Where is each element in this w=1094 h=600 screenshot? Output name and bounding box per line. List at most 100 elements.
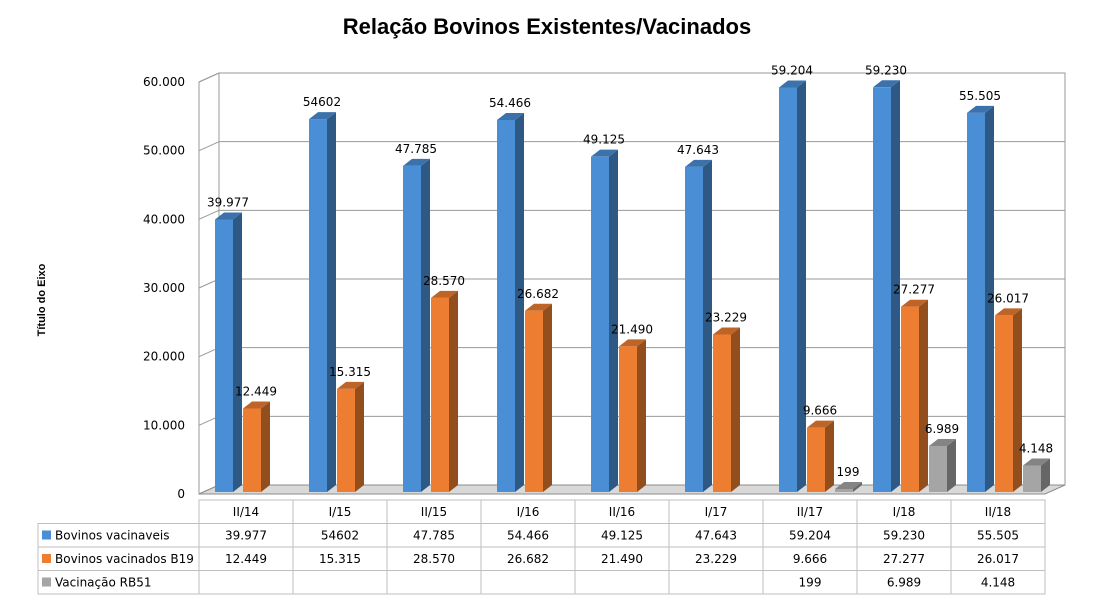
data-label: 23.229 xyxy=(705,310,747,324)
table-cell xyxy=(292,570,388,595)
bar-top xyxy=(929,439,956,447)
data-label: 15.315 xyxy=(329,365,371,379)
y-tick-label: 0 xyxy=(177,487,185,501)
bar-side xyxy=(609,149,618,493)
bar xyxy=(619,346,637,492)
bar-side xyxy=(853,482,862,492)
data-label: 59.204 xyxy=(771,63,813,77)
data-label: 9.666 xyxy=(803,404,837,418)
bar-top xyxy=(243,401,270,409)
data-table: II/14 I/15 II/15 I/16 II/16 I/17 II/17 I/18 II/1… xyxy=(37,499,1046,595)
bar xyxy=(929,446,947,492)
bar-side xyxy=(327,112,336,492)
data-label: 59.230 xyxy=(865,63,907,77)
table-value: 47.643 xyxy=(695,529,737,543)
table-value: 6.989 xyxy=(887,576,921,590)
bar-top xyxy=(337,381,364,389)
bar-top xyxy=(591,149,618,157)
bar xyxy=(525,310,543,492)
data-label: 54602 xyxy=(303,95,341,109)
bar-side xyxy=(731,327,740,492)
data-labels: 39.977 54602 47.785 54.466 49.125 47.643 59.20… xyxy=(207,63,1053,479)
y-tick-label: 10.000 xyxy=(143,418,185,432)
table-cell xyxy=(480,570,576,595)
bar-top xyxy=(779,80,806,88)
bar-side xyxy=(797,80,806,492)
bar xyxy=(337,388,355,492)
table-value: 54.466 xyxy=(507,529,549,543)
bar-side xyxy=(985,105,994,493)
table-value: 26.682 xyxy=(507,552,549,566)
bar-side xyxy=(543,303,552,492)
bar xyxy=(215,219,233,492)
data-label: 199 xyxy=(837,465,860,479)
table-cell xyxy=(386,570,482,595)
bar-top xyxy=(713,327,740,335)
x-tick-label: II/17 xyxy=(797,505,823,519)
bar-side xyxy=(637,339,646,492)
y-tick-label: 60.000 xyxy=(143,75,185,89)
table-cell xyxy=(668,570,764,595)
legend-swatch xyxy=(42,577,51,587)
table-value: 39.977 xyxy=(225,529,267,543)
x-tick-label: II/16 xyxy=(609,505,635,519)
x-tick-label: I/15 xyxy=(329,505,352,519)
table-value: 15.315 xyxy=(319,552,361,566)
bar-top xyxy=(497,113,524,121)
bar-side xyxy=(1041,458,1050,492)
x-tick-label: II/18 xyxy=(985,505,1011,519)
bar-side xyxy=(703,159,712,493)
bar-top xyxy=(431,290,458,298)
data-label: 28.570 xyxy=(423,274,465,288)
table-value: 4.148 xyxy=(981,576,1015,590)
data-label: 47.643 xyxy=(677,143,719,157)
bar xyxy=(243,408,261,492)
bar-side xyxy=(355,381,364,492)
bar-side xyxy=(919,299,928,492)
gridline-side xyxy=(198,209,220,220)
bar-top xyxy=(309,112,336,120)
bar-top xyxy=(525,303,552,311)
bar xyxy=(995,315,1013,492)
bar xyxy=(807,427,825,492)
table-cell xyxy=(574,570,670,595)
data-label: 26.682 xyxy=(517,287,559,301)
legend-swatch xyxy=(42,554,51,563)
x-tick-label: II/15 xyxy=(421,505,447,519)
table-cell xyxy=(950,570,1046,595)
bar-side xyxy=(449,290,458,492)
gridline-side xyxy=(198,72,220,83)
bar-top xyxy=(685,159,712,167)
bar-top xyxy=(901,299,928,307)
bar xyxy=(431,297,449,492)
table-value: 27.277 xyxy=(883,552,925,566)
y-tick-label: 30.000 xyxy=(143,281,185,295)
bar-top xyxy=(967,105,994,113)
y-tick-label: 20.000 xyxy=(143,350,185,364)
x-tick-label: I/17 xyxy=(705,505,728,519)
bar-side xyxy=(261,401,270,492)
data-label: 26.017 xyxy=(987,291,1029,305)
table-value: 28.570 xyxy=(413,552,455,566)
x-tick-label: I/16 xyxy=(517,505,540,519)
data-label: 4.148 xyxy=(1019,442,1053,456)
table-value: 12.449 xyxy=(225,552,267,566)
table-value: 199 xyxy=(799,576,822,590)
data-label: 39.977 xyxy=(207,195,249,209)
bar xyxy=(1023,465,1041,492)
data-label: 6.989 xyxy=(925,422,959,436)
data-label: 47.785 xyxy=(395,142,437,156)
table-value: 23.229 xyxy=(695,552,737,566)
table-value: 21.490 xyxy=(601,552,643,566)
bar-top xyxy=(1023,458,1050,466)
bar-top xyxy=(807,420,834,428)
bar xyxy=(873,87,891,493)
bar-side xyxy=(947,439,956,492)
data-label: 27.277 xyxy=(893,283,935,297)
table-value: 59.204 xyxy=(789,529,831,543)
bar xyxy=(901,306,919,492)
bar-top xyxy=(995,308,1022,316)
data-label: 21.490 xyxy=(611,322,653,336)
table-value: 9.666 xyxy=(793,552,827,566)
bar-side xyxy=(515,113,524,493)
